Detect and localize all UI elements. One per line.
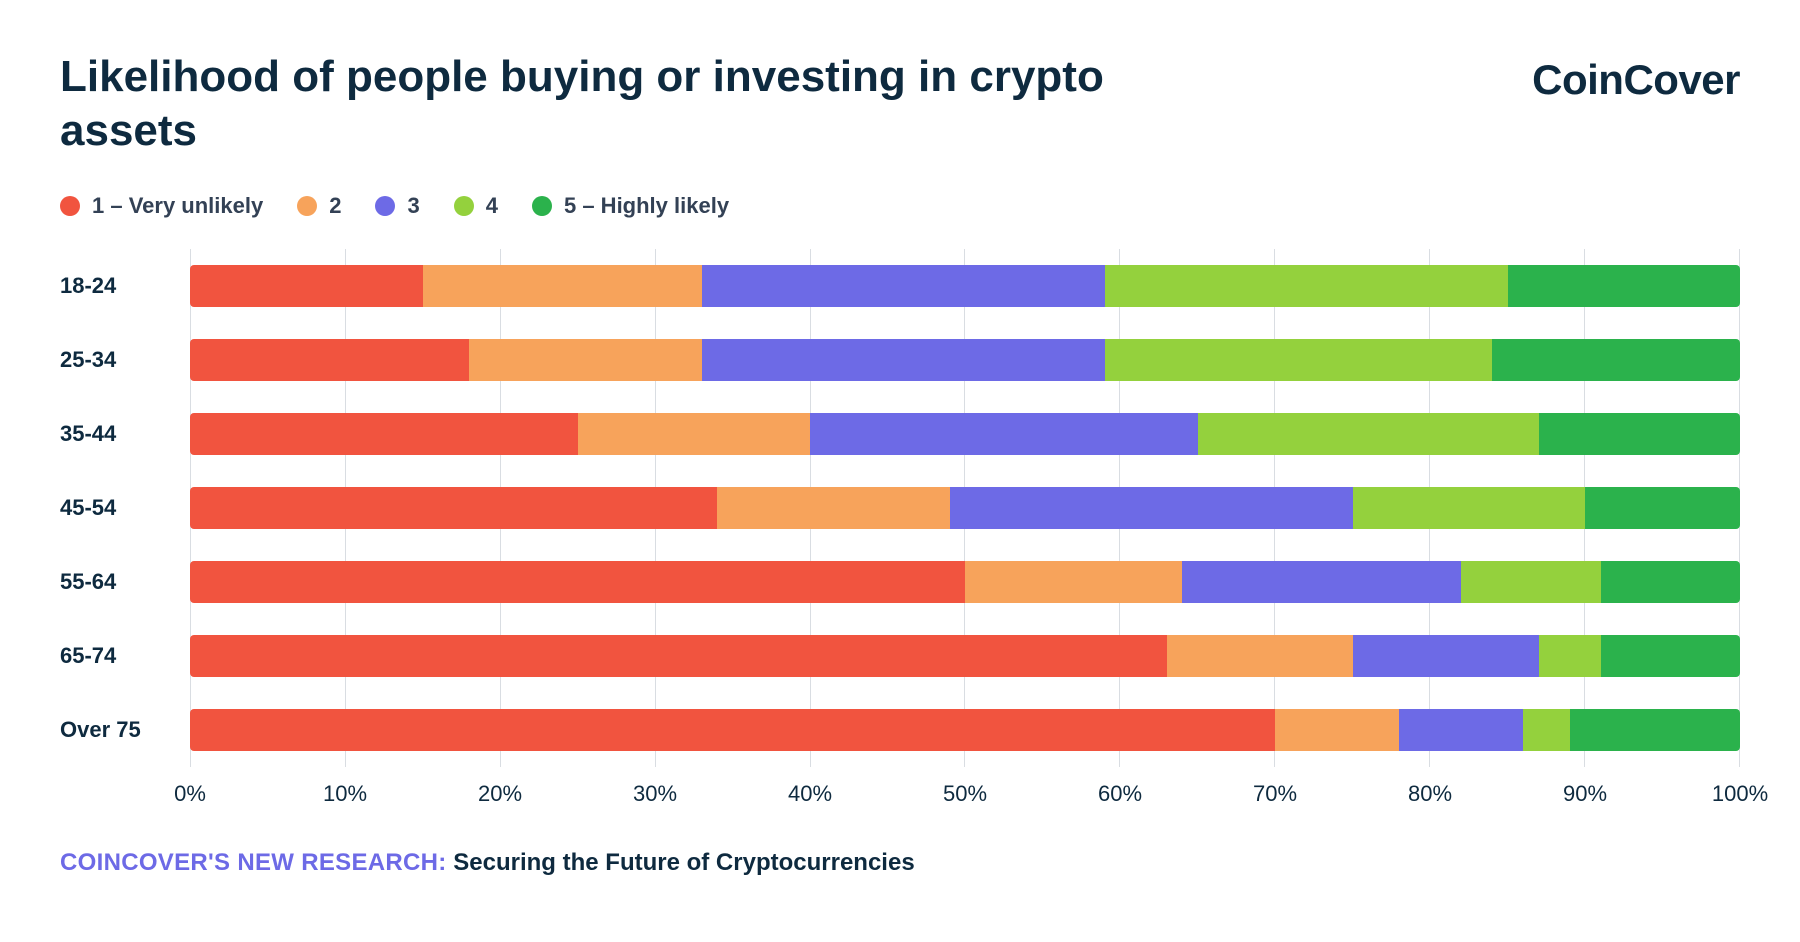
footer-prefix: COINCOVER'S NEW RESEARCH: [60, 849, 447, 876]
legend-item: 2 [297, 193, 341, 219]
stacked-bar [190, 265, 1740, 307]
stacked-bar [190, 561, 1740, 603]
bar-row [190, 471, 1740, 545]
x-axis-tick: 80% [1408, 781, 1452, 807]
bar-segment [1461, 561, 1601, 603]
bar-segment [190, 413, 578, 455]
bar-segment [1105, 339, 1493, 381]
legend-item: 4 [454, 193, 498, 219]
chart-plot [190, 249, 1740, 767]
bar-row [190, 693, 1740, 767]
bar-segment [190, 487, 717, 529]
bar-segment [1601, 561, 1741, 603]
bar-segment [1539, 413, 1741, 455]
bar-segment [190, 339, 469, 381]
bar-segment [950, 487, 1353, 529]
x-axis-tick: 100% [1712, 781, 1768, 807]
bar-segment [1601, 635, 1741, 677]
chart-legend: 1 – Very unlikely 2 3 4 5 – Highly likely [60, 193, 1740, 219]
legend-item: 5 – Highly likely [532, 193, 729, 219]
bar-segment [717, 487, 950, 529]
chart-title: Likelihood of people buying or investing… [60, 50, 1110, 157]
legend-swatch [454, 196, 474, 216]
stacked-bar [190, 709, 1740, 751]
y-axis-label: 25-34 [60, 323, 190, 397]
legend-swatch [375, 196, 395, 216]
bar-row [190, 619, 1740, 693]
x-axis: 0%10%20%30%40%50%60%70%80%90%100% [190, 775, 1740, 815]
bar-segment [702, 265, 1105, 307]
legend-label: 4 [486, 193, 498, 219]
bar-segment [1508, 265, 1741, 307]
footer-text: Securing the Future of Cryptocurrencies [453, 849, 914, 876]
y-axis-label: 65-74 [60, 619, 190, 693]
x-axis-tick: 70% [1253, 781, 1297, 807]
chart-footer: COINCOVER'S NEW RESEARCH: Securing the F… [60, 849, 1740, 877]
bar-segment [1105, 265, 1508, 307]
bar-segment [810, 413, 1198, 455]
bar-segment [190, 265, 423, 307]
bar-segment [190, 561, 965, 603]
stacked-bar [190, 635, 1740, 677]
y-axis-label: Over 75 [60, 693, 190, 767]
bar-segment [1539, 635, 1601, 677]
bar-segment [1182, 561, 1461, 603]
legend-swatch [60, 196, 80, 216]
x-axis-tick: 60% [1098, 781, 1142, 807]
brand-name: CoinCover [1532, 56, 1740, 104]
x-axis-tick: 40% [788, 781, 832, 807]
legend-item: 1 – Very unlikely [60, 193, 263, 219]
y-axis-label: 55-64 [60, 545, 190, 619]
bar-segment [1523, 709, 1570, 751]
brand-logo: CoinCover [1484, 56, 1740, 104]
bar-row [190, 545, 1740, 619]
bar-segment [1198, 413, 1539, 455]
bar-row [190, 249, 1740, 323]
legend-swatch [532, 196, 552, 216]
y-axis-label: 45-54 [60, 471, 190, 545]
bar-segment [578, 413, 811, 455]
legend-label: 1 – Very unlikely [92, 193, 263, 219]
brand-icon [1484, 59, 1526, 101]
bar-segment [1353, 487, 1586, 529]
bar-segment [702, 339, 1105, 381]
x-axis-tick: 30% [633, 781, 677, 807]
chart-bars [190, 249, 1740, 767]
bar-segment [190, 709, 1275, 751]
bar-segment [469, 339, 702, 381]
stacked-bar [190, 339, 1740, 381]
bar-segment [423, 265, 702, 307]
bar-segment [965, 561, 1182, 603]
y-axis-label: 35-44 [60, 397, 190, 471]
x-axis-tick: 90% [1563, 781, 1607, 807]
bar-segment [1399, 709, 1523, 751]
bar-segment [1353, 635, 1539, 677]
x-axis-tick: 0% [174, 781, 206, 807]
bar-row [190, 397, 1740, 471]
bar-segment [1167, 635, 1353, 677]
legend-swatch [297, 196, 317, 216]
y-axis-label: 18-24 [60, 249, 190, 323]
chart-header: Likelihood of people buying or investing… [60, 50, 1740, 157]
bar-segment [1275, 709, 1399, 751]
bar-segment [1492, 339, 1740, 381]
bar-segment [1585, 487, 1740, 529]
legend-label: 3 [407, 193, 419, 219]
x-axis-tick: 10% [323, 781, 367, 807]
legend-item: 3 [375, 193, 419, 219]
legend-label: 2 [329, 193, 341, 219]
stacked-bar [190, 487, 1740, 529]
x-axis-tick: 50% [943, 781, 987, 807]
bar-segment [1570, 709, 1741, 751]
y-axis-labels: 18-2425-3435-4445-5455-6465-74Over 75 [60, 249, 190, 767]
bar-row [190, 323, 1740, 397]
bar-segment [190, 635, 1167, 677]
legend-label: 5 – Highly likely [564, 193, 729, 219]
stacked-bar [190, 413, 1740, 455]
x-axis-tick: 20% [478, 781, 522, 807]
chart-area: 18-2425-3435-4445-5455-6465-74Over 75 0%… [60, 249, 1740, 815]
